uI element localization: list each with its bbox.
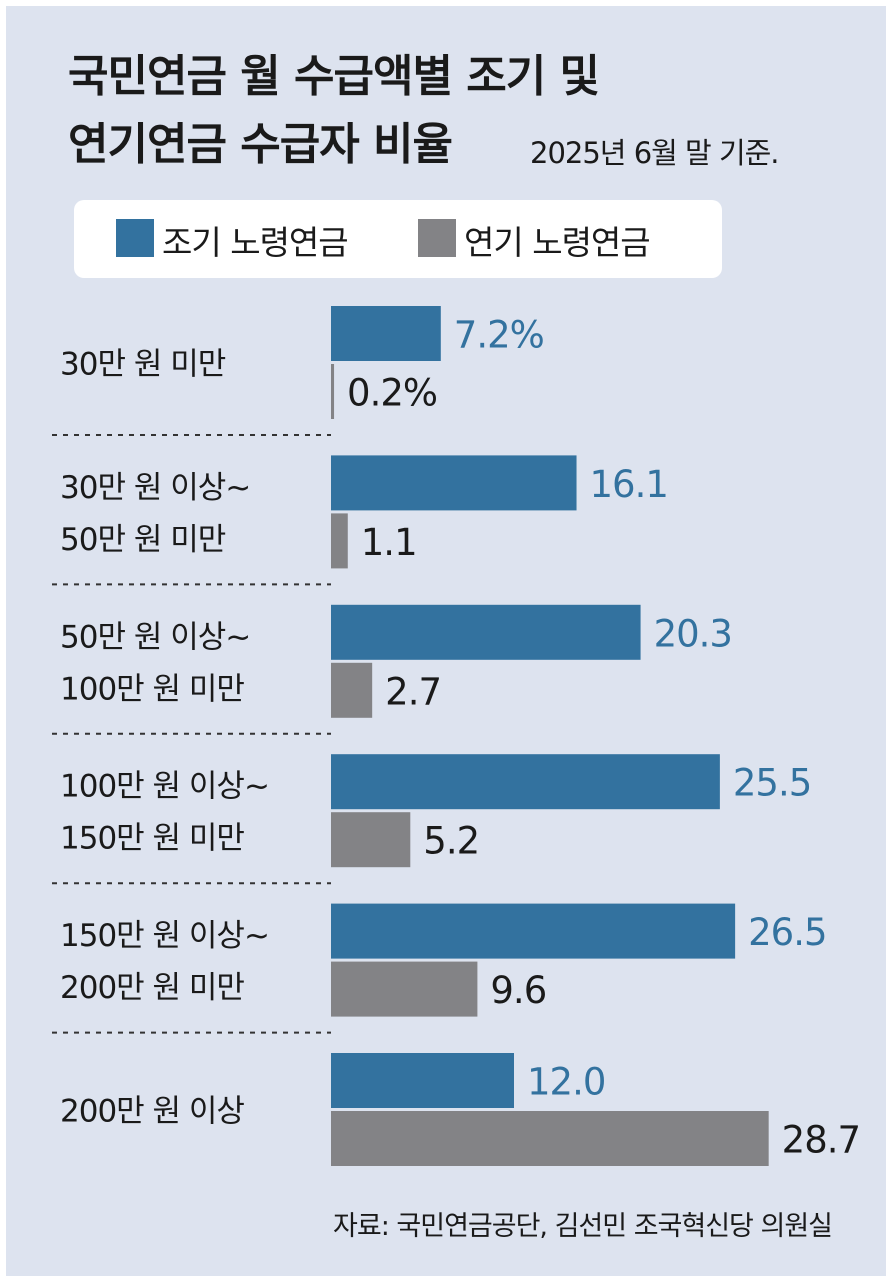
chart-subtitle: 2025년 6월 말 기준. xyxy=(530,136,780,170)
bar-deferred xyxy=(331,1111,769,1166)
data-label-deferred: 5.2 xyxy=(423,820,479,863)
data-label-early: 26.5 xyxy=(748,911,826,954)
category-label: 150만 원 이상~ xyxy=(60,918,269,954)
bar-early xyxy=(331,306,441,361)
legend-swatch-early xyxy=(116,219,154,257)
legend-label-early: 조기 노령연금 xyxy=(162,223,349,262)
bar-deferred xyxy=(331,961,478,1017)
bar-early xyxy=(331,903,736,959)
category-label: 50만 원 미만 xyxy=(60,522,226,558)
data-label-deferred: 2.7 xyxy=(385,670,441,713)
bar-deferred xyxy=(331,364,335,419)
data-label-early: 16.1 xyxy=(590,463,668,506)
legend-label-deferred: 연기 노령연금 xyxy=(464,223,651,262)
category-label: 30만 원 미만 xyxy=(60,347,226,383)
category-label: 200만 원 이상 xyxy=(60,1094,244,1130)
data-label-deferred: 1.1 xyxy=(361,521,417,564)
bar-early xyxy=(331,1053,514,1108)
legend-swatch-deferred xyxy=(418,219,456,257)
category-label: 100만 원 이상~ xyxy=(60,769,269,805)
bar-early xyxy=(331,604,641,660)
data-label-early: 12.0 xyxy=(527,1061,605,1104)
category-label: 50만 원 이상~ xyxy=(60,619,250,655)
data-label-early: 20.3 xyxy=(654,612,732,655)
chart-title-line2: 연기연금 수급자 비율 xyxy=(68,119,453,170)
source-note: 자료: 국민연금공단, 김선민 조국혁신당 의원실 xyxy=(333,1211,833,1242)
category-label: 150만 원 미만 xyxy=(60,821,244,857)
data-label-deferred: 9.6 xyxy=(490,969,546,1012)
category-label: 100만 원 미만 xyxy=(60,671,244,707)
legend: 조기 노령연금 연기 노령연금 xyxy=(74,200,722,278)
bar-early xyxy=(331,455,577,511)
bar-early xyxy=(331,754,720,810)
category-label: 30만 원 이상~ xyxy=(60,470,250,506)
data-label-early: 25.5 xyxy=(733,762,811,805)
bar-deferred xyxy=(331,662,373,718)
bar-deferred xyxy=(331,513,348,569)
bar-deferred xyxy=(331,812,411,868)
category-label: 200만 원 미만 xyxy=(60,970,244,1006)
data-label-deferred: 28.7 xyxy=(782,1119,860,1162)
data-label-early: 7.2% xyxy=(454,314,544,357)
chart-title-line1: 국민연금 월 수급액별 조기 및 xyxy=(68,51,600,102)
data-label-deferred: 0.2% xyxy=(347,372,437,415)
